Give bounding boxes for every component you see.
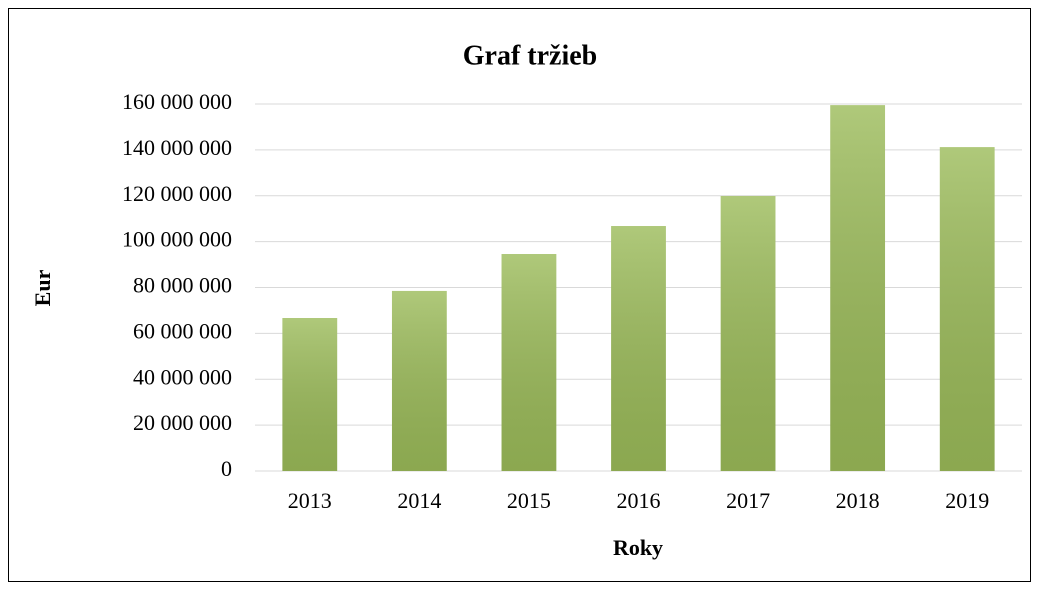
- bar-shade: [611, 226, 666, 471]
- y-tick-label: 60 000 000: [133, 318, 232, 343]
- y-tick-label: 40 000 000: [133, 364, 232, 389]
- y-tick-label: 120 000 000: [122, 181, 232, 206]
- x-tick-label: 2013: [288, 488, 332, 513]
- y-tick-label: 140 000 000: [122, 135, 232, 160]
- y-axis-label: Eur: [30, 269, 55, 306]
- y-tick-label: 80 000 000: [133, 273, 232, 298]
- bar-shade: [830, 105, 886, 471]
- y-tick-label: 20 000 000: [133, 410, 232, 435]
- bar-shade: [391, 290, 447, 471]
- x-tick-label: 2015: [507, 488, 551, 513]
- bar-shade: [720, 195, 776, 471]
- x-tick-label: 2017: [726, 488, 770, 513]
- chart-title: Graf tržieb: [463, 40, 598, 71]
- x-tick-label: 2019: [945, 488, 989, 513]
- bar-shade: [939, 147, 995, 471]
- bar-shade: [282, 318, 338, 471]
- y-tick-label: 0: [221, 456, 232, 481]
- x-axis-label: Roky: [613, 535, 663, 560]
- bar-shade: [501, 254, 557, 471]
- y-tick-label: 100 000 000: [122, 227, 232, 252]
- y-tick-label: 160 000 000: [122, 89, 232, 114]
- x-tick-label: 2016: [617, 488, 661, 513]
- x-tick-label: 2018: [836, 488, 880, 513]
- x-tick-label: 2014: [397, 488, 441, 513]
